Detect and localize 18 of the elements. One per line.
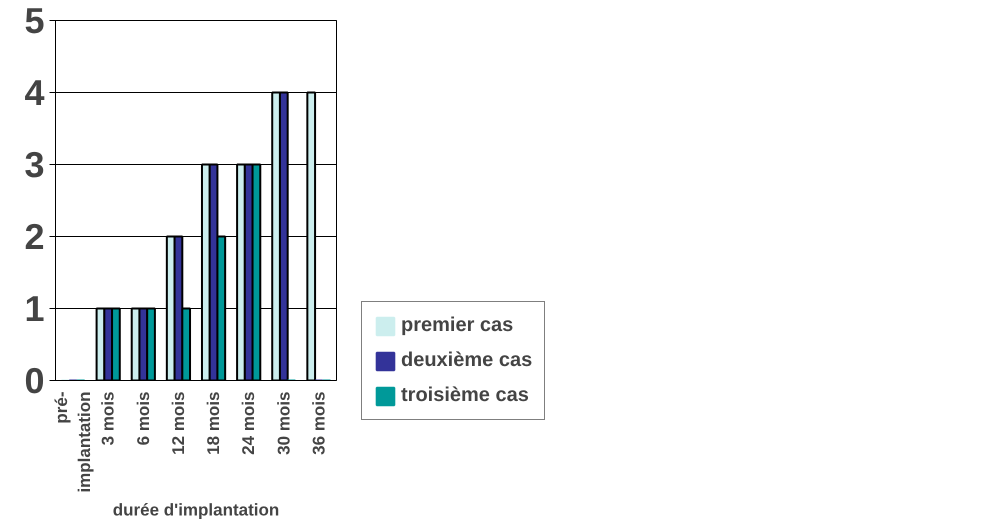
x-tick-label: 12 mois [168,392,188,455]
x-tick-label: 6 mois [134,391,153,446]
x-tick-label: pré- implantation [52,391,94,493]
y-tick-label: 0 [24,360,45,401]
x-tick-label: 3 mois [98,391,118,446]
x-tick-label: 18 mois [204,392,224,455]
y-tick-label: 4 [24,72,45,113]
x-axis-title: durée d'implantation [112,500,280,520]
legend-label: premier cas [401,314,514,337]
y-tick-label: 5 [24,0,45,41]
legend-label: troisième cas [401,384,529,407]
legend-label: deuxième cas [401,349,532,372]
x-tick-label: 36 mois [309,392,328,455]
y-tick-label: 2 [24,216,45,257]
y-tick-label: 1 [24,288,45,329]
y-tick-label: 3 [24,144,45,185]
x-tick-label: 30 mois [274,392,294,455]
x-tick-label: 24 mois [239,392,258,455]
